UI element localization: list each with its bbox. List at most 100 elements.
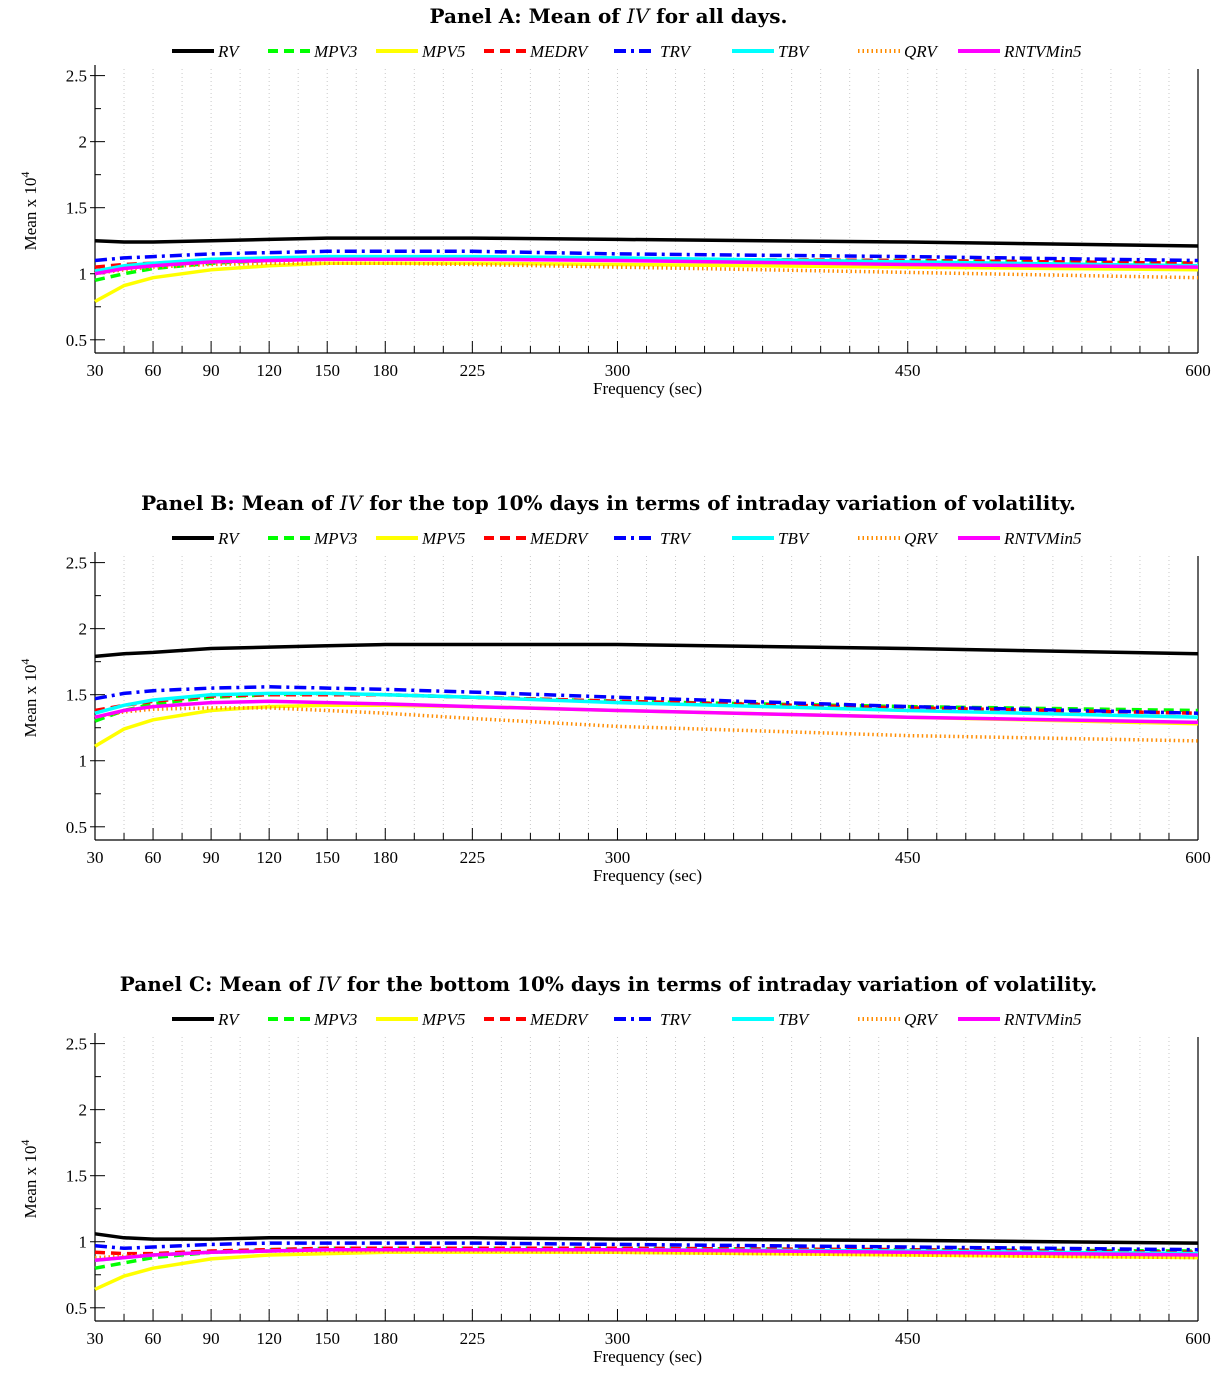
panel-a-title: Panel A: Mean of IV for all days. xyxy=(429,4,788,28)
x-axis-label: Frequency (sec) xyxy=(593,1347,702,1366)
legend: RV MPV3 MPV5 MEDRV TRV TBV QRV RNTVMin5 xyxy=(172,1010,1081,1029)
x-tick-label: 225 xyxy=(460,1329,486,1348)
legend-label-tbv: TBV xyxy=(778,42,811,61)
series-line-trv xyxy=(94,1241,1199,1252)
y-tick-label: 2 xyxy=(79,620,88,639)
panel-c: Panel C: Mean of IV for the bottom 10% d… xyxy=(0,970,1217,1390)
y-tick-label: 2 xyxy=(79,133,88,152)
x-tick-label: 60 xyxy=(145,848,162,867)
y-tick-label: 2.5 xyxy=(66,67,87,86)
legend-label-rv: RV xyxy=(217,42,241,61)
series-line-rntvmin5 xyxy=(94,699,1199,725)
legend-label-tbv: TBV xyxy=(778,1010,811,1029)
legend-label-rntvmin5: RNTVMin5 xyxy=(1003,529,1081,548)
x-tick-label: 450 xyxy=(895,361,921,380)
series-line-rv xyxy=(94,236,1199,248)
x-tick-label: 150 xyxy=(314,1329,340,1348)
series-line-trv xyxy=(94,685,1199,715)
x-tick-label: 600 xyxy=(1185,848,1211,867)
y-tick-label: 2.5 xyxy=(66,554,87,573)
legend-label-mpv3: MPV3 xyxy=(313,529,357,548)
legend-label-trv: TRV xyxy=(660,529,693,548)
legend-label-mpv3: MPV3 xyxy=(313,1010,357,1029)
x-tick-label: 450 xyxy=(895,1329,921,1348)
y-tick-label: 1.5 xyxy=(66,1167,87,1186)
panel-a: Panel A: Mean of IV for all days. RV MPV3… xyxy=(0,2,1217,422)
legend-label-medrv: MEDRV xyxy=(529,42,590,61)
x-axis-label: Frequency (sec) xyxy=(593,379,702,398)
x-tick-label: 90 xyxy=(203,1329,220,1348)
legend-label-rntvmin5: RNTVMin5 xyxy=(1003,1010,1081,1029)
x-tick-label: 120 xyxy=(256,1329,282,1348)
y-tick-label: 1.5 xyxy=(66,686,87,705)
legend-label-mpv5: MPV5 xyxy=(421,1010,465,1029)
legend-label-medrv: MEDRV xyxy=(529,529,590,548)
y-axis-label: Mean x 104 xyxy=(18,1140,40,1219)
legend-label-rv: RV xyxy=(217,1010,241,1029)
legend-label-qrv: QRV xyxy=(904,529,939,548)
legend-label-qrv: QRV xyxy=(904,1010,939,1029)
x-tick-label: 180 xyxy=(373,361,399,380)
series-line-tbv xyxy=(94,691,1199,719)
legend-label-mpv3: MPV3 xyxy=(313,42,357,61)
x-tick-label: 300 xyxy=(605,848,631,867)
series-line-rv xyxy=(94,1232,1199,1245)
y-axis-label: Mean x 104 xyxy=(18,659,40,738)
y-tick-label: 2 xyxy=(79,1101,88,1120)
y-axis-label: Mean x 104 xyxy=(18,172,40,251)
series-line-rntvmin5 xyxy=(94,257,1199,276)
x-tick-label: 30 xyxy=(87,1329,104,1348)
y-tick-label: 1 xyxy=(79,1233,88,1252)
legend: RV MPV3 MPV5 MEDRV TRV TBV QRV RNTVMin5 xyxy=(172,42,1081,61)
legend-label-qrv: QRV xyxy=(904,42,939,61)
legend-label-trv: TRV xyxy=(660,1010,693,1029)
x-tick-label: 90 xyxy=(203,848,220,867)
series-line-tbv xyxy=(94,254,1199,273)
y-tick-label: 0.5 xyxy=(66,1299,87,1318)
x-tick-label: 300 xyxy=(605,361,631,380)
y-axis-label-exponent: 4 xyxy=(18,172,32,178)
x-tick-label: 150 xyxy=(314,361,340,380)
legend-label-trv: TRV xyxy=(660,42,693,61)
legend-label-mpv5: MPV5 xyxy=(421,42,465,61)
x-tick-label: 90 xyxy=(203,361,220,380)
x-tick-label: 30 xyxy=(87,848,104,867)
x-axis-label: Frequency (sec) xyxy=(593,866,702,885)
y-tick-label: 0.5 xyxy=(66,818,87,837)
y-axis-label-exponent: 4 xyxy=(18,659,32,665)
panel-b-title: Panel B: Mean of IV for the top 10% days… xyxy=(141,491,1076,515)
x-tick-label: 30 xyxy=(87,361,104,380)
x-tick-label: 180 xyxy=(373,1329,399,1348)
x-tick-label: 60 xyxy=(145,361,162,380)
panel-b: Panel B: Mean of IV for the top 10% days… xyxy=(0,489,1217,909)
x-tick-label: 150 xyxy=(314,848,340,867)
series-line-mpv5 xyxy=(94,1250,1199,1291)
series-line-mpv3 xyxy=(94,691,1199,723)
x-tick-label: 225 xyxy=(460,848,486,867)
x-tick-label: 180 xyxy=(373,848,399,867)
x-tick-label: 600 xyxy=(1185,1329,1211,1348)
y-tick-label: 1.5 xyxy=(66,199,87,218)
series-line-trv xyxy=(94,249,1199,263)
legend-label-rv: RV xyxy=(217,529,241,548)
x-tick-label: 60 xyxy=(145,1329,162,1348)
legend-label-tbv: TBV xyxy=(778,529,811,548)
series-line-rntvmin5 xyxy=(94,1247,1199,1262)
y-axis-label-exponent: 4 xyxy=(18,1140,32,1146)
legend-label-rntvmin5: RNTVMin5 xyxy=(1003,42,1081,61)
panel-c-title: Panel C: Mean of IV for the bottom 10% d… xyxy=(119,972,1098,996)
x-tick-label: 300 xyxy=(605,1329,631,1348)
legend: RV MPV3 MPV5 MEDRV TRV TBV QRV RNTVMin5 xyxy=(172,529,1081,548)
y-tick-label: 1 xyxy=(79,752,88,771)
legend-label-medrv: MEDRV xyxy=(529,1010,590,1029)
y-tick-label: 0.5 xyxy=(66,331,87,350)
legend-label-mpv5: MPV5 xyxy=(421,529,465,548)
x-tick-label: 120 xyxy=(256,848,282,867)
x-tick-label: 225 xyxy=(460,361,486,380)
y-tick-label: 2.5 xyxy=(66,1035,87,1054)
series-line-mpv5 xyxy=(94,261,1199,304)
x-tick-label: 120 xyxy=(256,361,282,380)
